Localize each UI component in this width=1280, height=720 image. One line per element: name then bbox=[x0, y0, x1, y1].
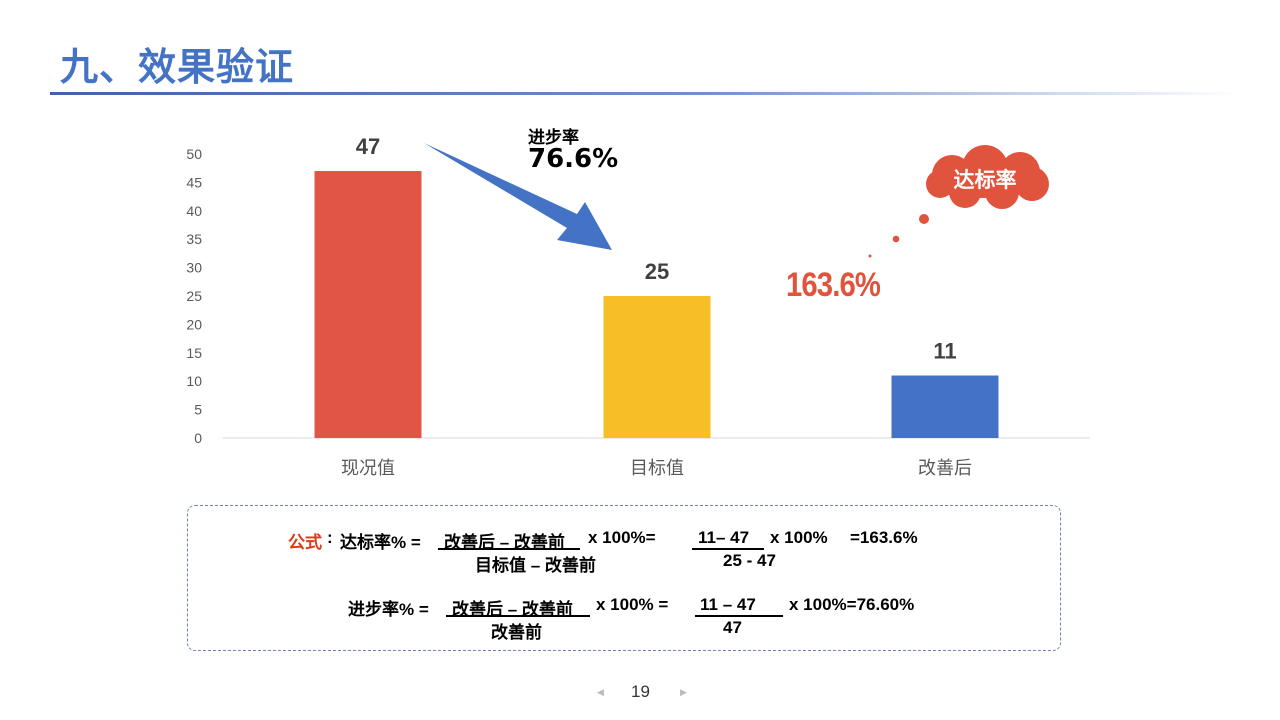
page-number: 19 bbox=[631, 682, 650, 701]
progress-arrow bbox=[424, 143, 612, 250]
progress-fraction-line bbox=[446, 615, 590, 617]
progress-formula-name: 进步率% = bbox=[348, 600, 429, 619]
reach-rate-label: 达标率 bbox=[953, 168, 1017, 192]
data-label: 11 bbox=[933, 339, 956, 364]
reach-values-fraction-line bbox=[692, 548, 764, 550]
progress-denominator-values: 47 bbox=[723, 618, 742, 637]
bar bbox=[891, 375, 999, 438]
formula-colon: : bbox=[327, 528, 333, 547]
progress-values-fraction-line bbox=[695, 615, 783, 617]
y-tick-label: 40 bbox=[186, 203, 202, 219]
reach-numerator-values: 11– 47 bbox=[698, 528, 750, 547]
reach-fraction-line bbox=[438, 548, 580, 550]
reach-numerator: 改善后 – 改善前 bbox=[444, 533, 565, 552]
data-label: 25 bbox=[645, 259, 669, 284]
formula-prefix: 公式 bbox=[288, 533, 322, 552]
progress-rate-value: 76.6% bbox=[528, 144, 619, 174]
y-tick-label: 50 bbox=[186, 146, 202, 162]
prev-page-icon[interactable]: ◀ bbox=[597, 688, 604, 698]
reach-multiplier-2: x 100% bbox=[770, 528, 828, 547]
reach-formula-name: 达标率% = bbox=[340, 533, 421, 552]
y-tick-label: 25 bbox=[186, 288, 202, 304]
x-tick-label: 改善后 bbox=[918, 458, 972, 479]
reach-denominator-values: 25 - 47 bbox=[723, 551, 776, 570]
reach-cloud-callout bbox=[868, 145, 1049, 258]
reach-multiplier: x 100%= bbox=[588, 528, 656, 547]
y-tick-label: 5 bbox=[194, 402, 202, 418]
progress-rate-label: 进步率 bbox=[528, 128, 579, 148]
progress-result: x 100%=76.60% bbox=[789, 595, 915, 614]
y-tick-label: 0 bbox=[194, 430, 202, 446]
x-tick-label: 目标值 bbox=[630, 458, 684, 479]
reach-denominator: 目标值 – 改善前 bbox=[475, 556, 596, 575]
y-tick-label: 30 bbox=[186, 260, 202, 276]
data-label: 47 bbox=[356, 134, 380, 159]
y-tick-label: 10 bbox=[186, 373, 202, 389]
y-tick-label: 15 bbox=[186, 345, 202, 361]
y-tick-label: 35 bbox=[186, 231, 202, 247]
y-tick-label: 20 bbox=[186, 316, 202, 332]
reach-result: =163.6% bbox=[850, 528, 918, 547]
bar bbox=[603, 296, 711, 438]
progress-denominator: 改善前 bbox=[491, 623, 542, 642]
next-page-icon[interactable]: ▶ bbox=[680, 688, 687, 698]
bar bbox=[314, 171, 422, 439]
y-tick-label: 45 bbox=[186, 174, 202, 190]
progress-numerator-values: 11 – 47 bbox=[700, 595, 756, 614]
page-title: 九、效果验证 bbox=[60, 45, 295, 89]
title-underline bbox=[50, 92, 1240, 95]
reach-rate-value: 163.6% bbox=[786, 266, 881, 304]
progress-numerator: 改善后 – 改善前 bbox=[452, 600, 573, 619]
progress-multiplier: x 100% = bbox=[596, 595, 669, 614]
formula-box bbox=[187, 505, 1061, 651]
x-tick-label: 现况值 bbox=[341, 458, 395, 479]
